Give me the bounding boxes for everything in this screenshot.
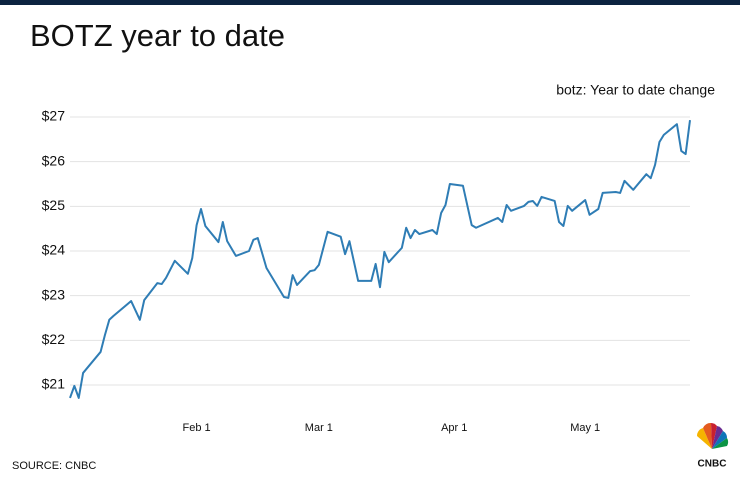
y-tick-label: $22	[42, 331, 66, 347]
logo: CNBC	[696, 422, 729, 470]
chart-title: BOTZ year to date	[30, 18, 285, 53]
chart-subtitle: botz: Year to date change	[556, 82, 715, 98]
logo-feather	[712, 431, 728, 449]
y-tick-label: $24	[42, 242, 66, 258]
top-bar	[0, 0, 740, 5]
logo-feather	[703, 422, 712, 449]
logo-feather	[712, 438, 729, 449]
logo-feather	[712, 426, 723, 449]
line	[69, 119, 691, 399]
y-tick-label: $23	[42, 286, 66, 302]
y-tick-label: $21	[42, 376, 66, 392]
source: SOURCE: CNBC	[12, 460, 96, 472]
x-tick-label: May 1	[570, 422, 600, 434]
logo-feather	[711, 423, 717, 449]
logo-feather	[696, 428, 712, 449]
y-tick-label: $26	[42, 152, 66, 168]
x-tick-label: Mar 1	[305, 422, 333, 434]
x-tick-label: Feb 1	[183, 422, 211, 434]
x-tick-label: Apr 1	[441, 422, 467, 434]
y-tick-label: $25	[42, 197, 66, 213]
y-tick-label: $27	[42, 108, 66, 124]
logo-text: CNBC	[698, 459, 727, 470]
